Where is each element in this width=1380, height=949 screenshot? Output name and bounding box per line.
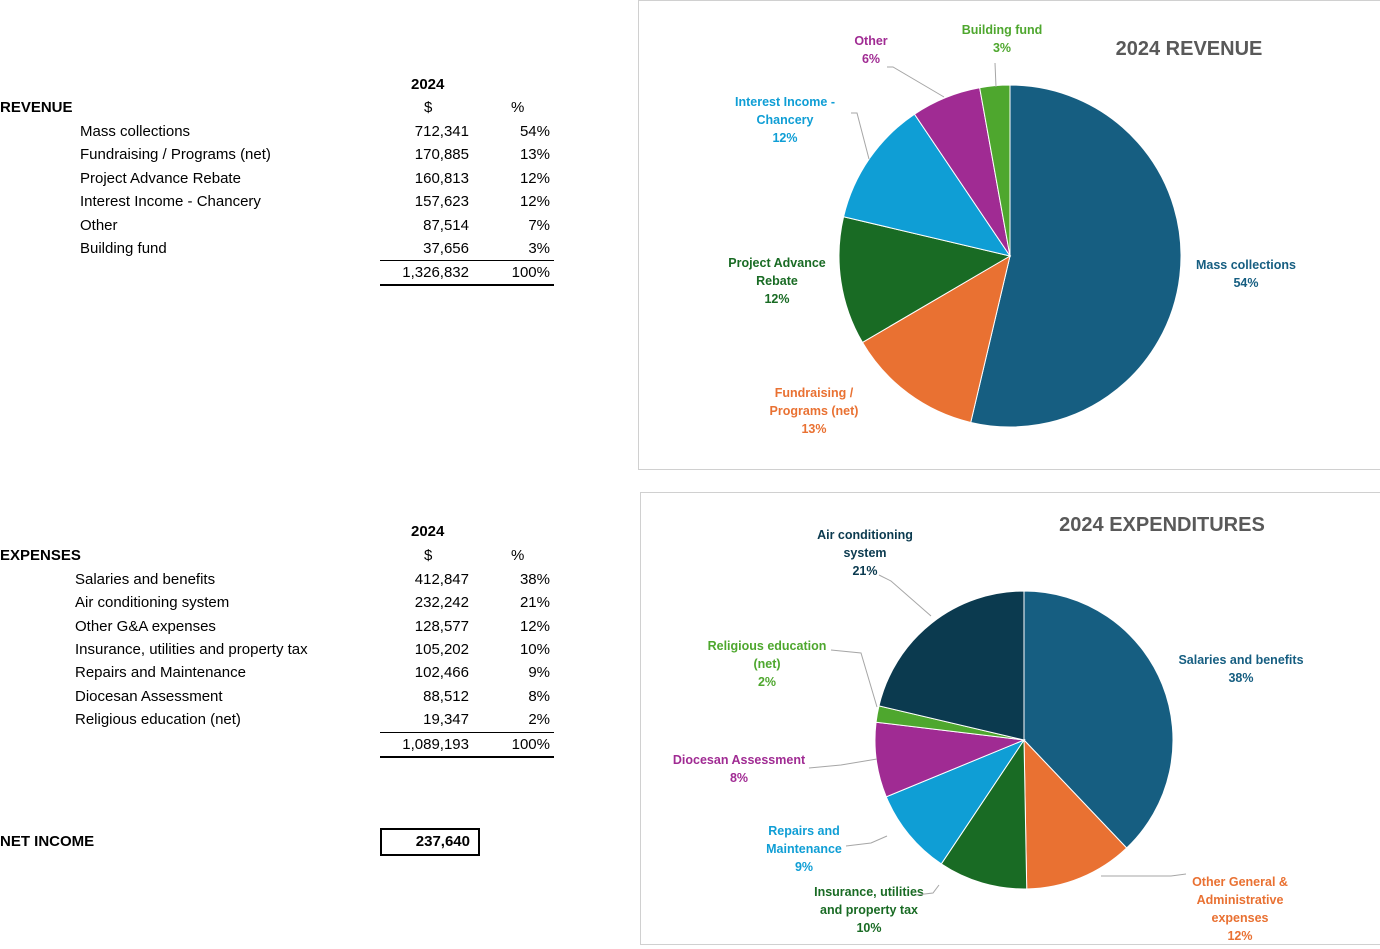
- revenue-row-label: Fundraising / Programs (net): [80, 146, 271, 163]
- pie-leader-line: [851, 112, 870, 160]
- expenses-row-label: Air conditioning system: [75, 594, 230, 611]
- pie-leader-line: [994, 62, 997, 88]
- pie-slice-label: Interest Income -Chancery 12%: [735, 95, 835, 145]
- expenditures-pie-chart: 2024 EXPENDITURES Salaries and benefits 3…: [673, 514, 1304, 943]
- revenue-row-label: Interest Income - Chancery: [80, 193, 261, 210]
- expenses-row-pct: 12%: [519, 618, 550, 635]
- pie-leader-line: [830, 649, 878, 708]
- pie-slice: [838, 216, 1012, 344]
- revenue-row-amount: 37,656: [423, 240, 469, 257]
- revenue-year-header: 2024: [411, 76, 445, 93]
- revenue-heading: REVENUE: [0, 99, 73, 116]
- pie-slice: [979, 84, 1011, 257]
- net-income-amount: 237,640: [415, 833, 470, 850]
- pie-slice-label: Religious education (net) 2%: [708, 639, 827, 689]
- revenue-row-pct: 12%: [519, 193, 550, 210]
- expenses-row-label: Insurance, utilities and property tax: [75, 641, 308, 658]
- expenses-row-pct: 2%: [528, 711, 550, 728]
- expenses-row-label: Diocesan Assessment: [75, 688, 223, 705]
- expenses-total-amount: 1,089,193: [402, 736, 469, 753]
- revenue-row-pct: 3%: [528, 240, 550, 257]
- pie-slice-label: Mass collections 54%: [1196, 258, 1296, 290]
- revenue-row-pct: 12%: [519, 170, 550, 187]
- revenue-row-amount: 157,623: [414, 193, 469, 210]
- revenue-row-pct: 7%: [528, 217, 550, 234]
- net-income-box: 237,640: [380, 828, 480, 856]
- expenses-total-bottom-rule: [380, 756, 554, 758]
- pie-slice: [861, 254, 1011, 424]
- expenses-row-amount: 232,242: [414, 594, 469, 611]
- revenue-row-amount: 87,514: [423, 217, 469, 234]
- pie-slice: [1023, 738, 1128, 890]
- pie-slice: [885, 738, 1026, 865]
- pie-slice: [1023, 590, 1174, 849]
- revenue-pct-header: %: [511, 99, 525, 116]
- pie-slice-label: Diocesan Assessment 8%: [673, 753, 806, 785]
- expenses-row-amount: 412,847: [414, 571, 469, 588]
- revenue-row-label: Project Advance Rebate: [80, 170, 241, 187]
- revenue-row-pct: 13%: [519, 146, 550, 163]
- revenue-row-label: Other: [80, 217, 118, 234]
- net-income-label: NET INCOME: [0, 833, 95, 850]
- revenue-pie-chart: 2024 REVENUE Mass collections 54% Fundrais…: [728, 23, 1296, 436]
- revenue-total-pct: 100%: [511, 264, 550, 281]
- pie-slice-label: Project Advance Rebate 12%: [728, 256, 826, 306]
- expenses-row-label: Repairs and Maintenance: [75, 664, 246, 681]
- pie-slice: [970, 84, 1182, 428]
- revenue-total-bottom-rule: [380, 284, 554, 286]
- revenue-chart-panel: 2024 REVENUE Mass collections 54% Fundrais…: [638, 0, 1380, 470]
- expenses-row-label: Religious education (net): [75, 711, 241, 728]
- pie-slice: [940, 738, 1028, 890]
- expenses-row-amount: 105,202: [414, 641, 469, 658]
- expenditures-chart-title: 2024 EXPENDITURES: [1059, 514, 1265, 536]
- expenses-row-amount: 128,577: [414, 618, 469, 635]
- revenue-row-amount: 170,885: [414, 146, 469, 163]
- revenue-row-amount: 712,341: [414, 123, 469, 140]
- revenue-row-amount: 160,813: [414, 170, 469, 187]
- pie-leader-line: [887, 66, 945, 98]
- expenses-row-label: Other G&A expenses: [75, 618, 216, 635]
- pie-slice-label: Fundraising / Programs (net) 13%: [770, 386, 859, 436]
- expenses-year-header: 2024: [411, 523, 445, 540]
- pie-leader-line: [845, 835, 888, 847]
- expenses-row-pct: 9%: [528, 664, 550, 681]
- revenue-total-top-rule: [380, 260, 554, 261]
- pie-slice-label: Building fund 3%: [962, 23, 1043, 55]
- pie-slice-label: Air conditioning system 21%: [817, 528, 913, 578]
- pie-leader-line: [915, 884, 940, 896]
- revenue-chart-title: 2024 REVENUE: [1116, 38, 1263, 60]
- expenses-pct-header: %: [511, 547, 525, 564]
- pie-leader-line: [1101, 873, 1187, 877]
- revenue-row-label: Building fund: [80, 240, 167, 257]
- expenses-dollar-header: $: [424, 547, 433, 564]
- expenses-row-pct: 8%: [528, 688, 550, 705]
- expenses-total-pct: 100%: [511, 736, 550, 753]
- expenses-row-pct: 10%: [519, 641, 550, 658]
- revenue-total-amount: 1,326,832: [402, 264, 469, 281]
- revenue-row-pct: 54%: [519, 123, 550, 140]
- pie-slice-label: Salaries and benefits 38%: [1178, 653, 1303, 685]
- expenses-row-amount: 88,512: [423, 688, 469, 705]
- expenses-row-amount: 19,347: [423, 711, 469, 728]
- pie-slice: [878, 590, 1025, 741]
- pie-leader-line: [878, 574, 932, 617]
- revenue-row-label: Mass collections: [80, 123, 191, 140]
- expenses-row-label: Salaries and benefits: [75, 571, 216, 588]
- expenses-total-top-rule: [380, 732, 554, 733]
- expenses-row-pct: 38%: [519, 571, 550, 588]
- pie-slice-label: Other General & Administrative expenses 12%: [1192, 875, 1288, 943]
- pie-leader-line: [808, 758, 878, 769]
- pie-slice-label: Repairs and Maintenance 9%: [766, 824, 842, 874]
- pie-slice-label: Insurance, utilities and property tax 10%: [814, 885, 924, 935]
- expenses-row-pct: 21%: [519, 594, 550, 611]
- pie-slice-label: Other 6%: [854, 34, 887, 66]
- expenses-row-amount: 102,466: [414, 664, 469, 681]
- expenses-heading: EXPENSES: [0, 547, 81, 564]
- revenue-dollar-header: $: [424, 99, 433, 116]
- expenditures-chart-panel: 2024 EXPENDITURES Salaries and benefits 3…: [640, 492, 1380, 945]
